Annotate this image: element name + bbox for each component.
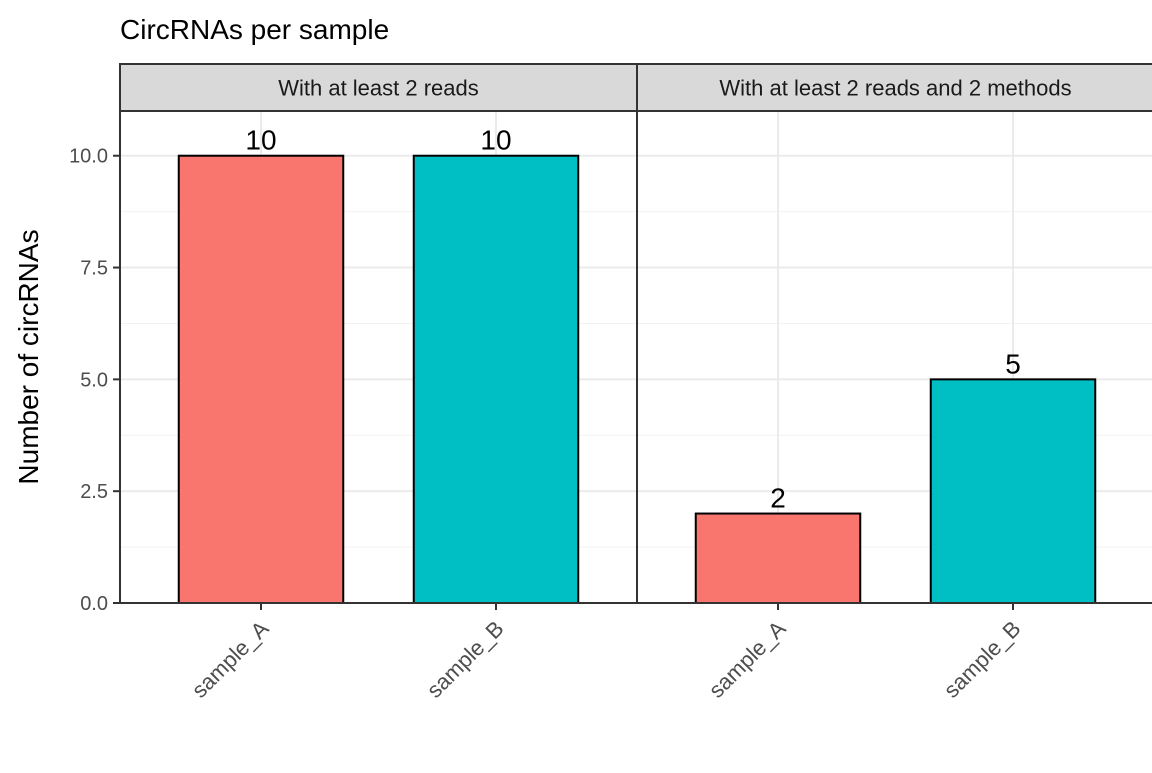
y-tick-label: 7.5 <box>80 258 108 280</box>
facet-strip-label: With at least 2 reads <box>278 76 479 101</box>
bar-sample_A <box>177 154 345 605</box>
facet-strip <box>119 63 638 112</box>
facet-strip-label: With at least 2 reads and 2 methods <box>719 76 1071 101</box>
bar-value-label: 5 <box>1005 348 1021 379</box>
chart-title: CircRNAs per sample <box>120 14 389 45</box>
bar-value-label: 2 <box>770 483 786 514</box>
bar-value-label: 10 <box>480 125 511 156</box>
facet-strip <box>636 63 1152 112</box>
bar-sample_B <box>412 154 580 605</box>
y-tick-label: 0.0 <box>80 593 108 615</box>
bar-sample_B <box>929 378 1097 605</box>
y-tick-label: 2.5 <box>80 481 108 503</box>
x-tick-label: sample_A <box>187 616 274 703</box>
y-tick-label: 10.0 <box>69 146 108 168</box>
x-tick-label: sample_B <box>939 616 1026 703</box>
x-tick-label: sample_B <box>422 616 509 703</box>
x-tick-label: sample_A <box>704 616 791 703</box>
y-tick-label: 5.0 <box>80 369 108 391</box>
bar-sample_A <box>694 512 862 605</box>
facet-panel-2: 2 5 With at least 2 reads and 2 methods sam… <box>636 63 1152 703</box>
bar-value-label: 10 <box>245 125 276 156</box>
y-axis-label: Number of circRNAs <box>13 229 44 484</box>
